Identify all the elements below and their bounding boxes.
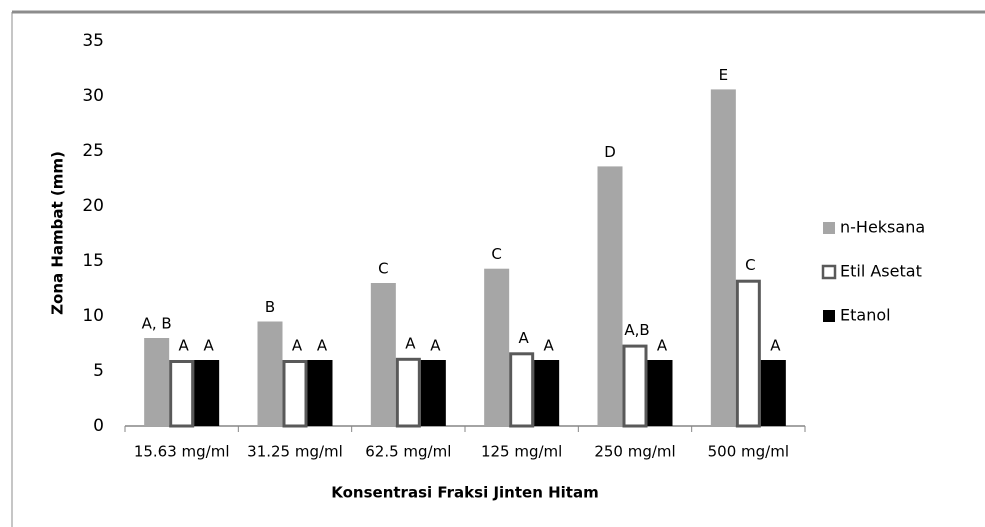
bar-annotation: A — [317, 337, 328, 355]
bar-annotation: C — [378, 260, 388, 278]
x-tick-label: 31.25 mg/ml — [247, 443, 343, 461]
bar-annotation: A — [179, 337, 190, 355]
legend-swatch — [823, 310, 835, 322]
bar — [257, 321, 283, 426]
bar — [534, 360, 560, 426]
bar — [420, 360, 446, 426]
x-tick-label: 125 mg/ml — [481, 443, 562, 461]
y-tick-label: 20 — [82, 196, 104, 216]
bar-annotation: A — [519, 329, 530, 347]
y-tick-label: 10 — [82, 306, 104, 326]
legend-label: n-Heksana — [840, 218, 925, 237]
bar-annotation: A — [430, 337, 441, 355]
bar-annotation: A — [544, 337, 555, 355]
y-tick-label: 15 — [82, 251, 104, 271]
bar — [710, 89, 736, 427]
y-axis-label: Zona Hambat (mm) — [49, 151, 67, 315]
bar-annotation: A — [657, 337, 668, 355]
legend-label: Etil Asetat — [840, 262, 922, 281]
bar — [597, 166, 623, 426]
bar — [735, 279, 761, 428]
legend-swatch — [823, 222, 835, 234]
x-tick-label: 250 mg/ml — [594, 443, 675, 461]
y-tick-label: 25 — [82, 141, 104, 161]
bar-annotation: A — [292, 337, 303, 355]
bar — [622, 344, 648, 428]
legend-swatch — [821, 264, 837, 280]
bar — [370, 283, 396, 426]
bar — [484, 268, 510, 426]
bar — [395, 357, 421, 428]
x-axis-label: Konsentrasi Fraksi Jinten Hitam — [331, 484, 598, 502]
bar-annotation: A,B — [624, 321, 649, 339]
bar — [144, 338, 170, 426]
y-tick-label: 5 — [93, 361, 104, 381]
bar-annotation: C — [745, 256, 755, 274]
x-tick-label: 62.5 mg/ml — [365, 443, 451, 461]
bar-annotation: A — [204, 337, 215, 355]
bar-annotation: A — [770, 337, 781, 355]
bar-annotation: A — [405, 334, 416, 352]
x-tick-label: 500 mg/ml — [708, 443, 789, 461]
bar — [647, 360, 673, 426]
bar — [307, 360, 333, 426]
y-tick-label: 0 — [93, 416, 104, 436]
bar — [760, 360, 786, 426]
bar — [282, 360, 308, 428]
bar-annotation: B — [265, 298, 275, 316]
bar-annotation: D — [604, 143, 616, 161]
bar — [169, 360, 195, 428]
x-tick-label: 15.63 mg/ml — [134, 443, 230, 461]
bar — [194, 360, 220, 426]
bar — [509, 352, 535, 428]
y-tick-label: 35 — [82, 31, 104, 51]
y-tick-label: 30 — [82, 86, 104, 106]
bar-annotation: E — [719, 66, 728, 84]
bar-annotation: A, B — [142, 315, 172, 333]
legend-label: Etanol — [840, 306, 891, 325]
bar-annotation: C — [491, 245, 501, 263]
